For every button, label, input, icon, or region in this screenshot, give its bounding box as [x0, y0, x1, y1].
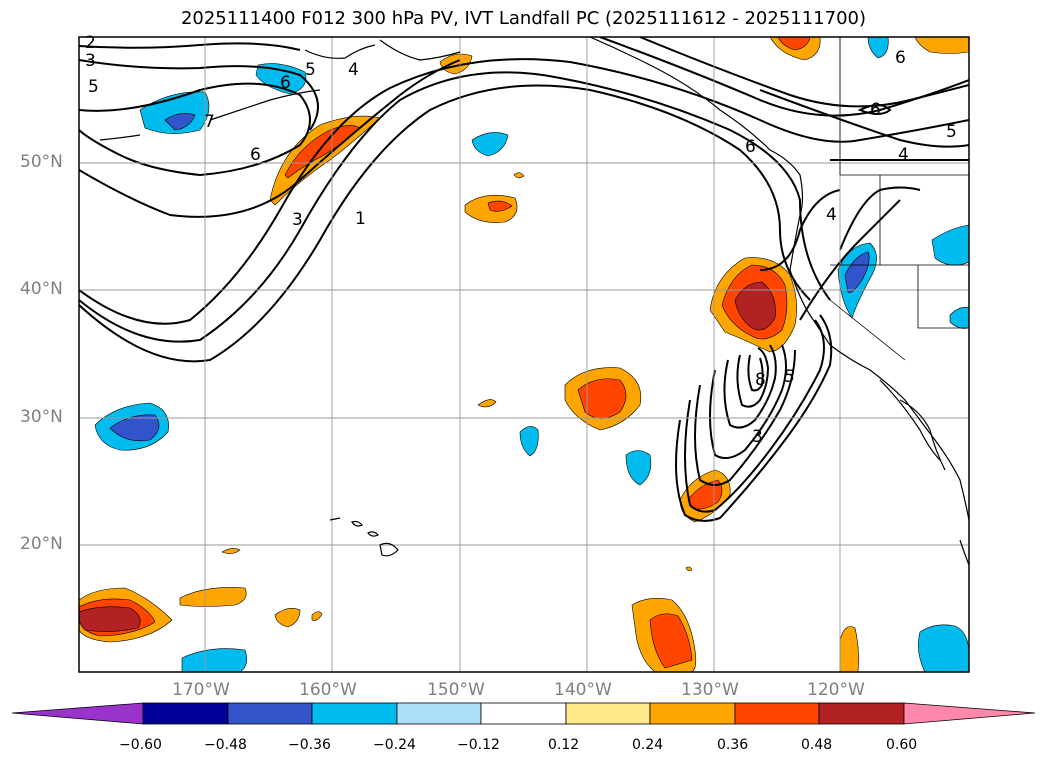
lat-label-40n: 40°N: [20, 279, 63, 299]
colorbar-tick-label: 0.48: [801, 737, 833, 753]
pv-anomaly-shading: [79, 37, 969, 672]
contour-label: 5: [946, 122, 957, 142]
colorbar-extend-high: [903, 702, 1036, 725]
pv-contours: [79, 37, 969, 522]
colorbar-tick-label: 0.60: [886, 737, 918, 753]
contour-label: 4: [898, 145, 909, 165]
contour-label: 5: [88, 77, 99, 97]
colorbar-tick-label: −0.12: [457, 737, 500, 753]
contour-label: 5: [784, 367, 795, 387]
colorbar-tick-label: 0.24: [632, 737, 664, 753]
contour-label: 6: [250, 145, 261, 165]
lon-label-160w: 160°W: [299, 680, 357, 700]
lat-label-50n: 50°N: [20, 152, 63, 172]
graticule: [79, 37, 969, 672]
contour-label: 3: [752, 427, 763, 447]
colorbar: [11, 702, 1036, 725]
plot-area: [79, 37, 969, 672]
contour-label: 4: [826, 205, 837, 225]
colorbar-tick-label: 0.12: [548, 737, 580, 753]
lat-label-20n: 20°N: [20, 534, 63, 554]
contour-label: 6: [895, 48, 906, 68]
contour-label: 5: [305, 60, 316, 80]
contour-label: 3: [292, 210, 303, 230]
lat-label-30n: 30°N: [20, 407, 63, 427]
lon-label-140w: 140°W: [554, 680, 612, 700]
contour-label: 6: [745, 137, 756, 157]
contour-label: 1: [355, 209, 366, 229]
colorbar-tick-label: −0.36: [288, 737, 331, 753]
plot-frame: [78, 36, 970, 673]
contour-label: 6: [280, 73, 291, 93]
contour-label: 8: [755, 370, 766, 390]
contour-label: 7: [204, 112, 215, 132]
map-title: 2025111400 F012 300 hPa PV, IVT Landfall…: [180, 8, 867, 29]
colorbar-tick-label: −0.60: [119, 737, 162, 753]
contour-label: 3: [85, 51, 96, 71]
contour-label: 2: [85, 33, 96, 53]
contour-label: 6: [870, 100, 881, 120]
colorbar-tick-label: 0.36: [717, 737, 749, 753]
colorbar-tick-label: −0.24: [373, 737, 416, 753]
contour-label: 4: [348, 60, 359, 80]
lon-label-150w: 150°W: [427, 680, 485, 700]
coastlines: [99, 37, 969, 566]
contour-label-group: 2 3 5 4 5 7 6 6 3 1 6 6 5 4 4 6 8 5 3: [85, 33, 957, 447]
lon-label-170w: 170°W: [172, 680, 230, 700]
colorbar-extend-low: [11, 702, 144, 725]
lon-label-130w: 130°W: [681, 680, 739, 700]
lon-label-120w: 120°W: [807, 680, 865, 700]
colorbar-tick-label: −0.48: [204, 737, 247, 753]
